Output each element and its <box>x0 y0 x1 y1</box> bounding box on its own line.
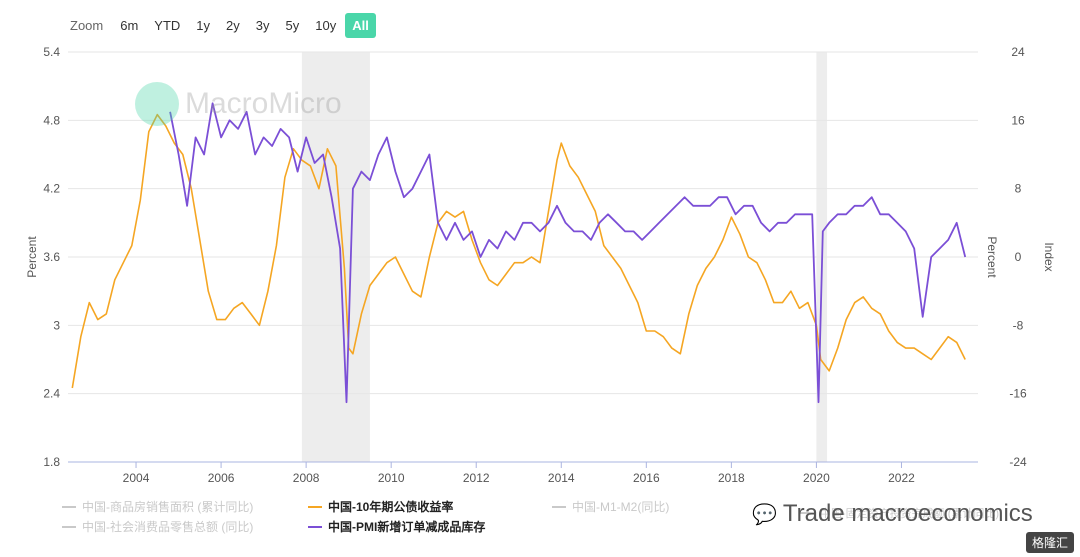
y-right-tick-label: 0 <box>1015 250 1022 264</box>
y-right-tick-label: -8 <box>1013 318 1024 332</box>
legend-item-pmi[interactable]: 中国-PMI新增订单减成品库存 <box>308 518 485 535</box>
legend-swatch <box>800 512 814 514</box>
zoom-3y-button[interactable]: 3y <box>255 17 270 33</box>
legend-item-bond-yield[interactable]: 中国-10年期公债收益率 <box>308 498 485 515</box>
legend-label: 中国-10年期公债收益率 <box>328 500 454 514</box>
x-tick-label: 2012 <box>463 471 490 485</box>
y-left-tick-label: 1.8 <box>43 455 60 469</box>
x-tick-label: 2014 <box>548 471 575 485</box>
y-left-tick-label: 4.8 <box>43 113 60 127</box>
legend-column-4: 中国-固定资产投资完成额 (累计同比) <box>800 505 999 521</box>
x-tick-label: 2018 <box>718 471 745 485</box>
legend-item-fixed-asset[interactable]: 中国-固定资产投资完成额 (累计同比) <box>800 505 999 521</box>
zoom-all-button[interactable]: All <box>345 12 376 38</box>
line-chart: 5.4 4.8 4.2 3.6 3 2.4 1.8 24 16 8 0 -8 -16 -24 2004 200… <box>25 45 1056 485</box>
y-right-tick-label: -24 <box>1009 455 1027 469</box>
legend-swatch <box>308 525 322 528</box>
legend-label: 中国-固定资产投资完成额 (累计同比) <box>820 508 1000 520</box>
zoom-bar: Zoom 6m YTD 1y 2y 3y 5y 10y All <box>70 12 376 38</box>
legend-label: 中国-M1-M2(同比) <box>572 500 670 514</box>
y-right-outer-axis-title: Index <box>1042 242 1056 271</box>
series-line-pmi <box>169 102 967 404</box>
y-left-tick-label: 3 <box>53 318 60 332</box>
y-left-tick-label: 3.6 <box>43 250 60 264</box>
zoom-2y-button[interactable]: 2y <box>226 17 240 33</box>
watermark-text: MacroMicro <box>185 87 342 120</box>
zoom-5y-button[interactable]: 5y <box>285 17 300 33</box>
series-line-bond-yield <box>71 113 966 389</box>
zoom-6m-button[interactable]: 6m <box>120 17 139 33</box>
zoom-label: Zoom <box>70 17 104 33</box>
legend-item-retail-sales[interactable]: 中国-社会消费品零售总额 (同比) <box>62 518 253 535</box>
legend-column-1: 中国-商品房销售面积 (累计同比) 中国-社会消费品零售总额 (同比) <box>62 498 253 535</box>
legend-label: 中国-社会消费品零售总额 (同比) <box>82 520 254 534</box>
legend-column-3: 中国-M1-M2(同比) <box>552 498 669 515</box>
footer-text: Trade macroeconomics <box>782 500 1033 527</box>
y-left-tick-label: 4.2 <box>43 182 60 196</box>
legend-column-2: 中国-10年期公债收益率 中国-PMI新增订单减成品库存 <box>308 498 485 535</box>
legend-swatch <box>62 525 76 528</box>
legend-label: 中国-PMI新增订单减成品库存 <box>328 520 486 534</box>
y-left-tick-label: 5.4 <box>43 45 60 59</box>
x-tick-label: 2010 <box>378 471 405 485</box>
legend-swatch <box>308 505 322 508</box>
y-right-tick-label: 16 <box>1011 113 1025 127</box>
zoom-1y-button[interactable]: 1y <box>196 17 211 33</box>
x-tick-label: 2006 <box>208 471 235 485</box>
x-tick-label: 2004 <box>123 471 150 485</box>
macromicro-logo-icon <box>135 82 179 126</box>
gelonghui-badge: 格隆汇 <box>1025 532 1074 553</box>
x-tick-label: 2016 <box>633 471 660 485</box>
footer-watermark: 💬 Trade macroeconomics <box>752 500 1033 528</box>
y-left-tick-label: 2.4 <box>43 387 60 401</box>
x-tick-label: 2008 <box>293 471 320 485</box>
x-tick-label: 2020 <box>803 471 830 485</box>
x-tick-label: 2022 <box>888 471 915 485</box>
legend-label: 中国-商品房销售面积 (累计同比) <box>82 500 254 514</box>
zoom-ytd-button[interactable]: YTD <box>154 17 181 33</box>
wechat-icon: 💬 <box>752 503 777 526</box>
y-right-axis-title: Percent <box>985 236 999 278</box>
y-right-tick-label: 8 <box>1015 182 1022 196</box>
y-right-tick-label: 24 <box>1011 45 1025 59</box>
legend-item-m1-m2[interactable]: 中国-M1-M2(同比) <box>552 498 669 515</box>
legend-swatch <box>62 505 76 508</box>
zoom-10y-button[interactable]: 10y <box>315 17 337 33</box>
legend-item-housing-sales[interactable]: 中国-商品房销售面积 (累计同比) <box>62 498 253 515</box>
y-right-tick-label: -16 <box>1009 387 1027 401</box>
legend-swatch <box>552 505 566 508</box>
watermark: MacroMicro <box>135 82 342 126</box>
y-left-axis-title: Percent <box>25 236 39 278</box>
